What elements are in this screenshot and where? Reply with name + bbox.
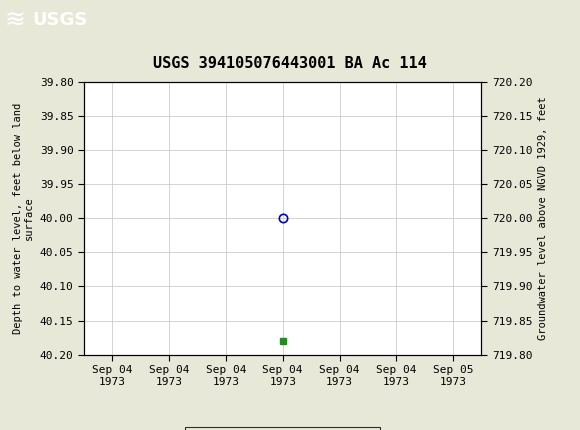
Text: USGS 394105076443001 BA Ac 114: USGS 394105076443001 BA Ac 114 [153, 56, 427, 71]
Text: ≋: ≋ [5, 9, 26, 32]
Text: USGS: USGS [32, 12, 87, 29]
Y-axis label: Groundwater level above NGVD 1929, feet: Groundwater level above NGVD 1929, feet [538, 96, 548, 340]
Legend: Period of approved data: Period of approved data [185, 427, 380, 430]
Y-axis label: Depth to water level, feet below land
surface: Depth to water level, feet below land su… [13, 103, 34, 334]
